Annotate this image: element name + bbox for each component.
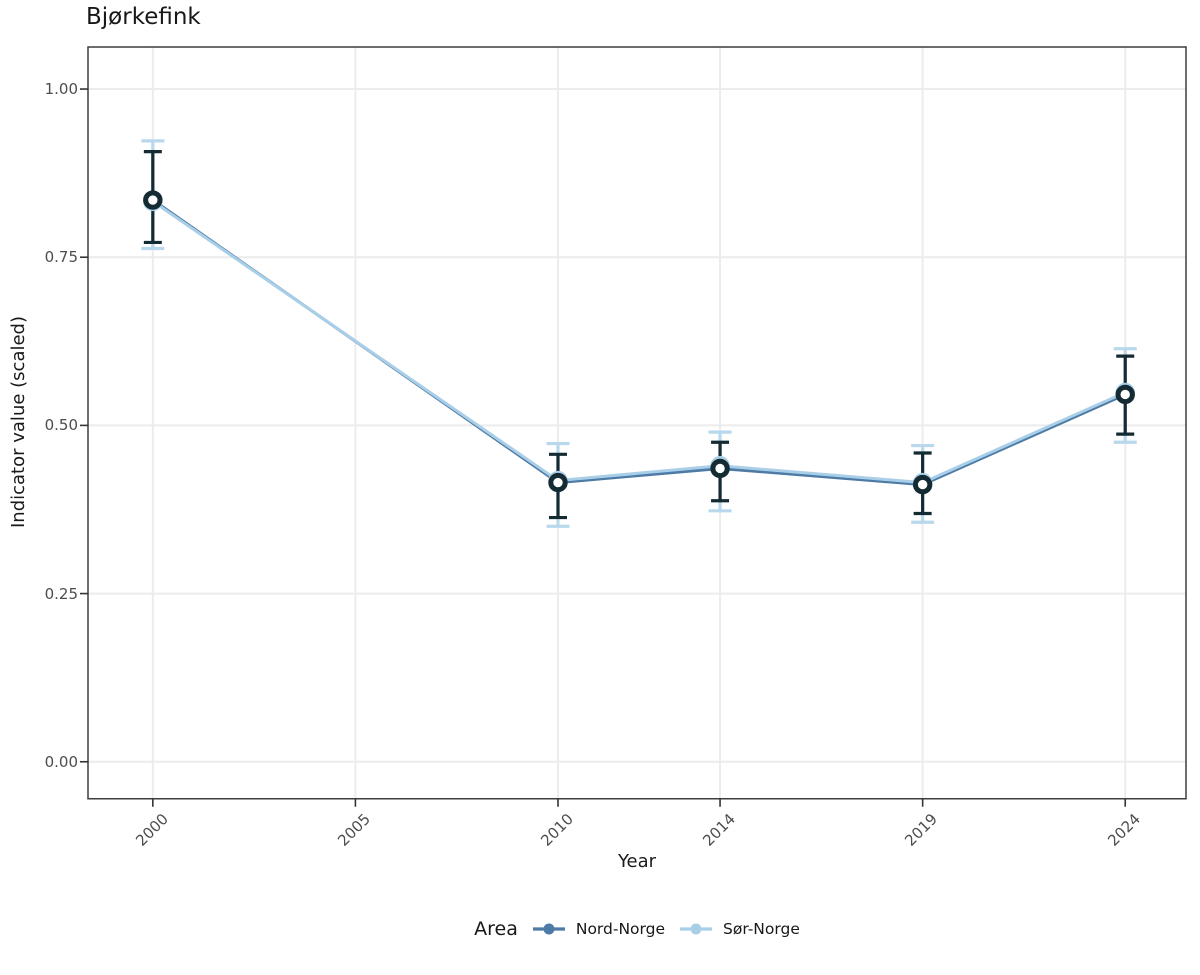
y-tick-label: 0.00 [44, 752, 78, 771]
panel-border [87, 46, 1187, 800]
legend-item-label: Nord-Norge [575, 920, 666, 938]
y-tick-label: 0.25 [44, 584, 78, 603]
legend-key-sor-norge [680, 923, 713, 935]
legend-item-sor-norge: Sør-Norge [680, 920, 800, 938]
legend-title: Area [474, 918, 518, 940]
series-line-Nord-Norge [151, 198, 1126, 487]
legend-key-dot [543, 923, 555, 935]
x-axis-label: Year [617, 851, 657, 872]
data-point-Nord-Norge [143, 190, 163, 210]
legend-key-nord-norge [532, 923, 565, 935]
data-point-Nord-Norge [548, 472, 568, 493]
y-tick-label: 0.50 [44, 416, 78, 435]
legend-item-label: Sør-Norge [723, 920, 800, 938]
data-point-Nord-Norge [1115, 384, 1135, 405]
chart-title: Bjørkefink [86, 4, 201, 30]
legend: Area Nord-Norge Sør-Norge [88, 918, 1186, 940]
series-line-Sør-Norge [151, 200, 1126, 485]
legend-item-nord-norge: Nord-Norge [532, 920, 666, 938]
y-tick-label: 0.75 [44, 248, 78, 267]
data-point-Nord-Norge [710, 458, 730, 479]
legend-key-dot [690, 923, 702, 935]
data-point-Nord-Norge [912, 474, 933, 495]
y-tick-label: 1.00 [44, 80, 78, 99]
